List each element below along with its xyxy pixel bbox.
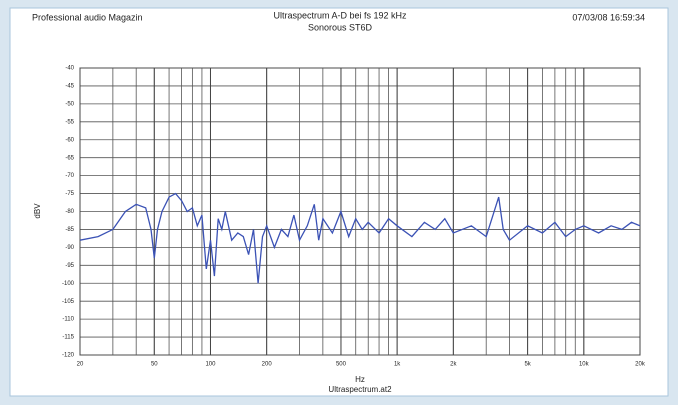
y-tick-label: -45 xyxy=(65,84,74,90)
x-tick-label: 50 xyxy=(151,362,158,368)
x-tick-label: 100 xyxy=(205,362,216,368)
y-tick-label: -60 xyxy=(65,137,74,143)
x-tick-label: 20 xyxy=(77,362,84,368)
y-tick-label: -70 xyxy=(65,173,74,179)
header-right: 07/03/08 16:59:34 xyxy=(572,12,645,22)
y-tick-label: -95 xyxy=(65,263,74,269)
x-tick-label: 2k xyxy=(450,362,457,368)
x-tick-label: 500 xyxy=(336,362,347,368)
y-tick-label: -50 xyxy=(65,101,74,107)
spectrum-line xyxy=(79,192,641,284)
y-tick-label: -110 xyxy=(62,317,74,323)
x-axis-label: Hz xyxy=(355,375,365,384)
y-tick-label: -65 xyxy=(65,155,74,161)
x-tick-label: 10k xyxy=(579,362,590,368)
chart-title: Ultraspectrum A-D bei fs 192 kHz xyxy=(273,10,407,20)
y-axis-label: dBV xyxy=(33,203,42,219)
y-tick-label: -100 xyxy=(62,281,75,287)
x-tick-label: 20k xyxy=(635,362,646,368)
x-tick-label: 1k xyxy=(394,362,401,368)
y-tick-label: -120 xyxy=(62,353,75,359)
chart-subtitle: Sonorous ST6D xyxy=(308,22,373,32)
header-left: Professional audio Magazin xyxy=(32,12,143,22)
y-tick-label: -55 xyxy=(65,119,74,125)
y-tick-label: -85 xyxy=(65,227,74,233)
x-tick-label: 5k xyxy=(524,362,531,368)
y-tick-label: -115 xyxy=(62,335,74,341)
x-tick-label: 200 xyxy=(262,362,273,368)
y-tick-label: -90 xyxy=(65,245,74,251)
footer: Ultraspectrum.at2 xyxy=(328,385,392,394)
y-tick-label: -80 xyxy=(65,209,74,215)
y-tick-label: -105 xyxy=(62,299,75,305)
y-tick-label: -75 xyxy=(65,191,74,197)
y-tick-label: -40 xyxy=(65,66,74,72)
